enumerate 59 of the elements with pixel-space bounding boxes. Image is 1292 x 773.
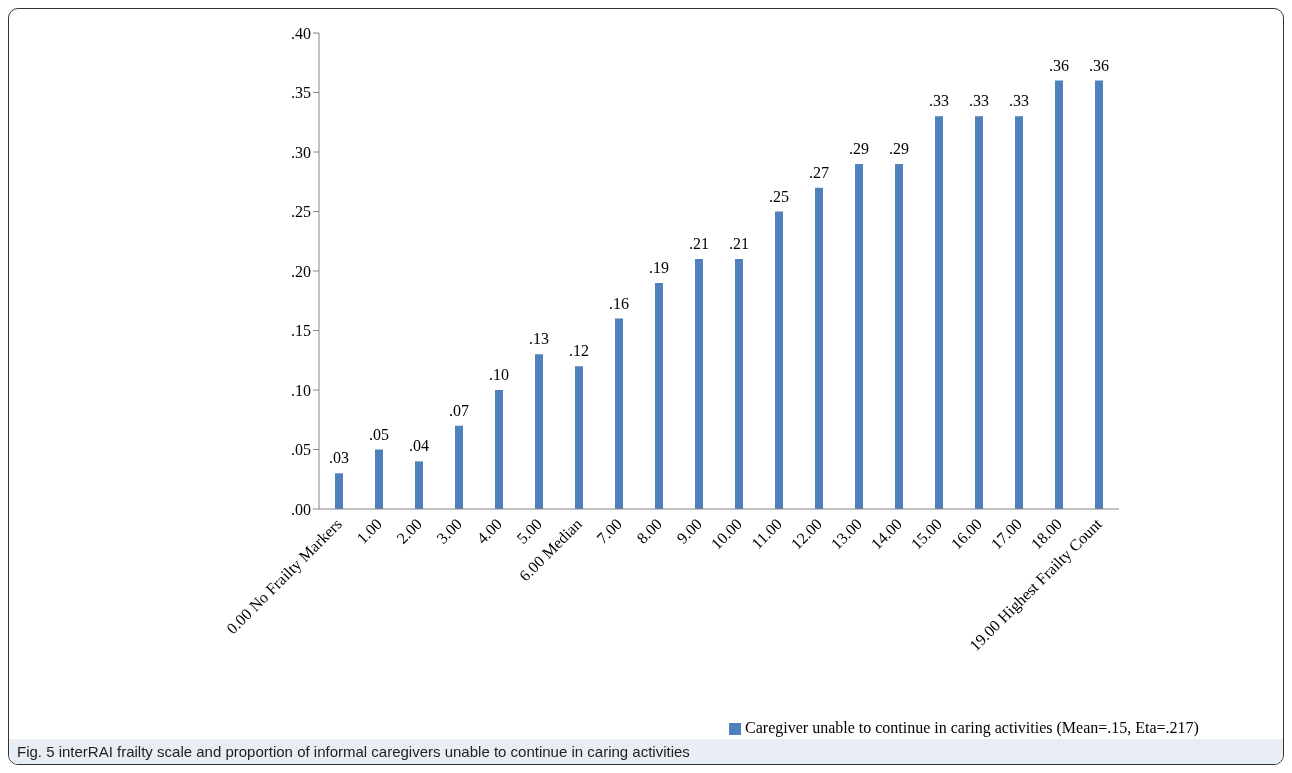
data-label: .16 <box>609 294 629 312</box>
y-tick-label: .00 <box>291 500 311 518</box>
x-tick-label: 5.00 <box>513 515 546 547</box>
data-label: .10 <box>489 366 509 383</box>
data-label: .29 <box>889 139 909 157</box>
bar <box>335 473 343 509</box>
data-label: .36 <box>1049 56 1069 74</box>
data-label: .25 <box>769 187 789 205</box>
data-label: .36 <box>1089 56 1109 74</box>
bar <box>895 163 903 509</box>
bar <box>1015 116 1023 509</box>
data-label: .13 <box>529 330 549 348</box>
bar <box>1055 80 1063 509</box>
x-tick-label: 4.00 <box>473 515 506 547</box>
bar <box>695 259 703 509</box>
data-label: .29 <box>849 139 869 157</box>
bar <box>415 461 423 509</box>
y-tick-label: .40 <box>291 24 311 42</box>
bar <box>655 282 663 509</box>
y-tick-label: .20 <box>291 262 311 280</box>
y-tick-label: .10 <box>291 381 311 399</box>
data-label: .19 <box>649 258 669 276</box>
bar <box>495 390 503 509</box>
bar <box>1095 80 1103 509</box>
data-label: .07 <box>449 401 469 419</box>
caption: Fig. 5 interRAI frailty scale and proportion of informal caregivers unable to continue in caring activities <box>9 739 1283 764</box>
data-label: .04 <box>409 437 429 455</box>
bar <box>975 116 983 509</box>
y-tick-label: .35 <box>291 84 311 102</box>
bar <box>455 425 463 509</box>
data-label: .21 <box>689 235 709 253</box>
bar <box>535 354 543 509</box>
data-label: .33 <box>1009 92 1029 110</box>
bar <box>815 187 823 509</box>
y-tick-label: .25 <box>291 203 311 221</box>
x-tick-label: 7.00 <box>593 515 626 547</box>
bar <box>855 163 863 509</box>
bar <box>935 116 943 509</box>
bar <box>735 259 743 509</box>
data-label: .03 <box>329 449 349 467</box>
data-label: .05 <box>369 425 389 443</box>
legend-label: Caregiver unable to continue in caring activities (Mean=.15, Eta=.217) <box>745 719 1199 736</box>
y-tick-label: .30 <box>291 143 311 161</box>
bar <box>375 449 383 509</box>
x-tick-label: 8.00 <box>633 515 666 547</box>
data-label: .21 <box>729 235 749 253</box>
data-label: .33 <box>969 92 989 110</box>
x-tick-label: 9.00 <box>673 515 706 547</box>
x-tick-label: 2.00 <box>393 515 426 547</box>
bar <box>615 318 623 509</box>
data-label: .33 <box>929 92 949 110</box>
x-tick-label: 3.00 <box>433 515 466 547</box>
data-label: .27 <box>809 163 829 181</box>
bar <box>775 211 783 509</box>
y-tick-label: .15 <box>291 322 311 340</box>
x-tick-label: 1.00 <box>353 515 386 547</box>
data-label: .12 <box>569 342 589 360</box>
y-tick-label: .05 <box>291 441 311 459</box>
bar <box>575 366 583 509</box>
